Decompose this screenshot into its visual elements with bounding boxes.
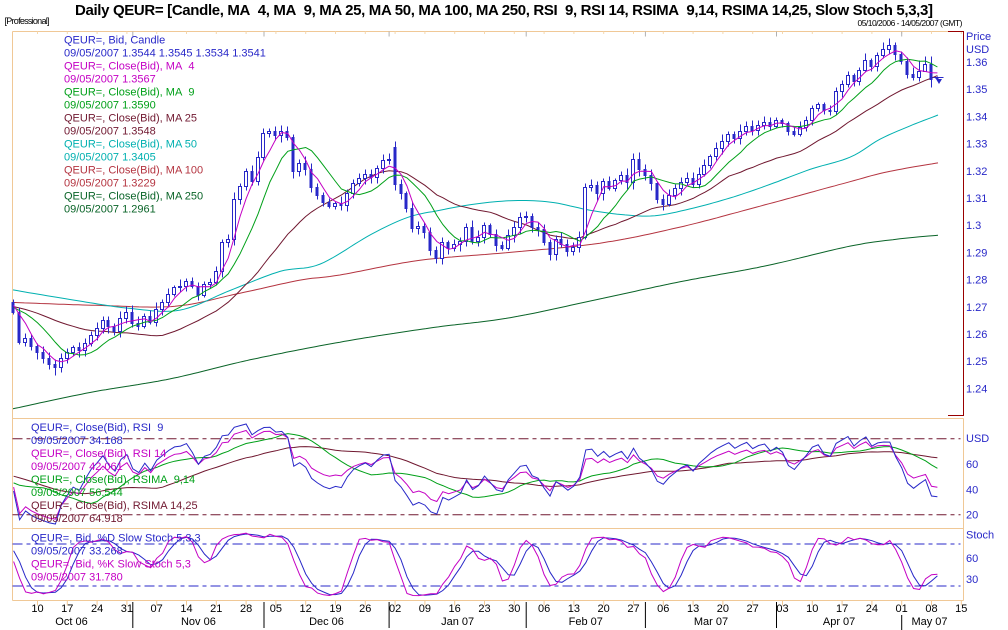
svg-text:May 07: May 07 bbox=[911, 616, 947, 628]
svg-text:17: 17 bbox=[836, 603, 848, 615]
svg-text:QEUR=, Close(Bid), RSIMA 14,25: QEUR=, Close(Bid), RSIMA 14,25 bbox=[31, 500, 198, 512]
svg-text:08: 08 bbox=[925, 603, 937, 615]
svg-text:QEUR=, Close(Bid), MA 100: QEUR=, Close(Bid), MA 100 bbox=[64, 165, 203, 177]
svg-text:09/05/2007 42.061: 09/05/2007 42.061 bbox=[31, 461, 123, 473]
svg-text:13: 13 bbox=[568, 603, 580, 615]
svg-text:14: 14 bbox=[180, 603, 192, 615]
svg-text:1.29: 1.29 bbox=[966, 247, 987, 259]
svg-text:USD: USD bbox=[966, 44, 989, 56]
svg-text:Apr 07: Apr 07 bbox=[823, 616, 855, 628]
svg-text:13: 13 bbox=[687, 603, 699, 615]
svg-text:20: 20 bbox=[717, 603, 729, 615]
svg-text:05: 05 bbox=[270, 603, 282, 615]
svg-text:1.3: 1.3 bbox=[966, 220, 981, 232]
svg-text:24: 24 bbox=[866, 603, 878, 615]
svg-text:60: 60 bbox=[966, 553, 978, 565]
svg-text:1.32: 1.32 bbox=[966, 166, 987, 178]
svg-text:09/05/2007 64.918: 09/05/2007 64.918 bbox=[31, 513, 123, 525]
svg-text:Feb 07: Feb 07 bbox=[569, 616, 603, 628]
svg-text:QEUR=, Close(Bid), MA 9: QEUR=, Close(Bid), MA 9 bbox=[64, 87, 195, 99]
svg-text:30: 30 bbox=[508, 603, 520, 615]
svg-text:QEUR=, Close(Bid), RSIMA 9,14: QEUR=, Close(Bid), RSIMA 9,14 bbox=[31, 474, 195, 486]
svg-text:QEUR=, Bid, %K Slow Stoch 5,3: QEUR=, Bid, %K Slow Stoch 5,3 bbox=[31, 559, 191, 571]
svg-text:09/05/2007 1.3548: 09/05/2007 1.3548 bbox=[64, 126, 156, 138]
svg-text:Jan 07: Jan 07 bbox=[441, 616, 474, 628]
svg-text:QEUR=, Close(Bid), RSI 14: QEUR=, Close(Bid), RSI 14 bbox=[31, 448, 166, 460]
svg-text:1.25: 1.25 bbox=[966, 356, 987, 368]
svg-text:09/05/2007 1.3567: 09/05/2007 1.3567 bbox=[64, 74, 156, 86]
svg-text:30: 30 bbox=[966, 574, 978, 586]
svg-text:USD: USD bbox=[966, 433, 989, 445]
svg-text:09/05/2007 1.3544 1.3545 1.353: 09/05/2007 1.3544 1.3545 1.3534 1.3541 bbox=[64, 48, 266, 60]
svg-text:31: 31 bbox=[121, 603, 133, 615]
svg-text:02: 02 bbox=[389, 603, 401, 615]
svg-text:05/10/2006 - 14/05/2007 (GMT): 05/10/2006 - 14/05/2007 (GMT) bbox=[858, 18, 963, 28]
svg-text:10: 10 bbox=[31, 603, 43, 615]
svg-text:Nov 06: Nov 06 bbox=[181, 616, 216, 628]
svg-text:15: 15 bbox=[955, 603, 967, 615]
svg-text:Stoch: Stoch bbox=[966, 530, 994, 542]
svg-text:Price: Price bbox=[966, 31, 991, 43]
svg-text:20: 20 bbox=[598, 603, 610, 615]
svg-text:09/05/2007 1.3405: 09/05/2007 1.3405 bbox=[64, 152, 156, 164]
svg-text:19: 19 bbox=[329, 603, 341, 615]
svg-text:06: 06 bbox=[657, 603, 669, 615]
svg-text:24: 24 bbox=[91, 603, 103, 615]
svg-text:QEUR=, Close(Bid), MA 4: QEUR=, Close(Bid), MA 4 bbox=[64, 61, 195, 73]
svg-text:09/05/2007 33.268: 09/05/2007 33.268 bbox=[31, 546, 123, 558]
svg-text:1.34: 1.34 bbox=[966, 111, 987, 123]
svg-text:27: 27 bbox=[747, 603, 759, 615]
svg-text:QEUR=, Close(Bid), MA 25: QEUR=, Close(Bid), MA 25 bbox=[64, 113, 197, 125]
svg-text:09/05/2007 34.168: 09/05/2007 34.168 bbox=[31, 435, 123, 447]
svg-text:09/05/2007 1.3590: 09/05/2007 1.3590 bbox=[64, 100, 156, 112]
svg-text:40: 40 bbox=[966, 484, 978, 496]
svg-text:21: 21 bbox=[210, 603, 222, 615]
svg-text:09/05/2007 31.780: 09/05/2007 31.780 bbox=[31, 572, 123, 584]
svg-text:1.27: 1.27 bbox=[966, 302, 987, 314]
svg-text:60: 60 bbox=[966, 459, 978, 471]
svg-text:27: 27 bbox=[627, 603, 639, 615]
svg-text:1.26: 1.26 bbox=[966, 329, 987, 341]
svg-text:Mar 07: Mar 07 bbox=[694, 616, 728, 628]
svg-text:Oct 06: Oct 06 bbox=[55, 616, 87, 628]
svg-text:26: 26 bbox=[359, 603, 371, 615]
svg-text:QEUR=, Bid, Candle: QEUR=, Bid, Candle bbox=[64, 35, 165, 47]
svg-text:09/05/2007 1.3229: 09/05/2007 1.3229 bbox=[64, 178, 156, 190]
svg-text:06: 06 bbox=[538, 603, 550, 615]
svg-text:1.24: 1.24 bbox=[966, 383, 987, 395]
svg-text:10: 10 bbox=[806, 603, 818, 615]
svg-text:28: 28 bbox=[240, 603, 252, 615]
svg-text:1.36: 1.36 bbox=[966, 57, 987, 69]
svg-text:07: 07 bbox=[151, 603, 163, 615]
svg-text:Dec 06: Dec 06 bbox=[309, 616, 344, 628]
svg-text:01: 01 bbox=[896, 603, 908, 615]
svg-text:23: 23 bbox=[478, 603, 490, 615]
svg-text:17: 17 bbox=[61, 603, 73, 615]
svg-text:[Professional]: [Professional] bbox=[5, 16, 50, 26]
svg-text:09: 09 bbox=[419, 603, 431, 615]
svg-text:09/05/2007 56.544: 09/05/2007 56.544 bbox=[31, 487, 123, 499]
svg-text:20: 20 bbox=[966, 510, 978, 522]
svg-text:QEUR=, Close(Bid), RSI 9: QEUR=, Close(Bid), RSI 9 bbox=[31, 422, 163, 434]
svg-text:QEUR=, Close(Bid), MA 50: QEUR=, Close(Bid), MA 50 bbox=[64, 139, 197, 151]
svg-text:1.35: 1.35 bbox=[966, 84, 987, 96]
svg-text:QEUR=, Close(Bid), MA 250: QEUR=, Close(Bid), MA 250 bbox=[64, 191, 203, 203]
svg-text:QEUR=, Bid, %D Slow Stoch 5,3,: QEUR=, Bid, %D Slow Stoch 5,3,3 bbox=[31, 533, 201, 545]
svg-text:1.33: 1.33 bbox=[966, 139, 987, 151]
svg-text:12: 12 bbox=[300, 603, 312, 615]
svg-text:03: 03 bbox=[776, 603, 788, 615]
svg-text:16: 16 bbox=[449, 603, 461, 615]
svg-text:09/05/2007 1.2961: 09/05/2007 1.2961 bbox=[64, 204, 156, 216]
svg-text:Daily QEUR= [Candle, MA 4, MA: Daily QEUR= [Candle, MA 4, MA 9, MA 25, … bbox=[75, 2, 933, 19]
svg-text:1.31: 1.31 bbox=[966, 193, 987, 205]
svg-text:1.28: 1.28 bbox=[966, 275, 987, 287]
